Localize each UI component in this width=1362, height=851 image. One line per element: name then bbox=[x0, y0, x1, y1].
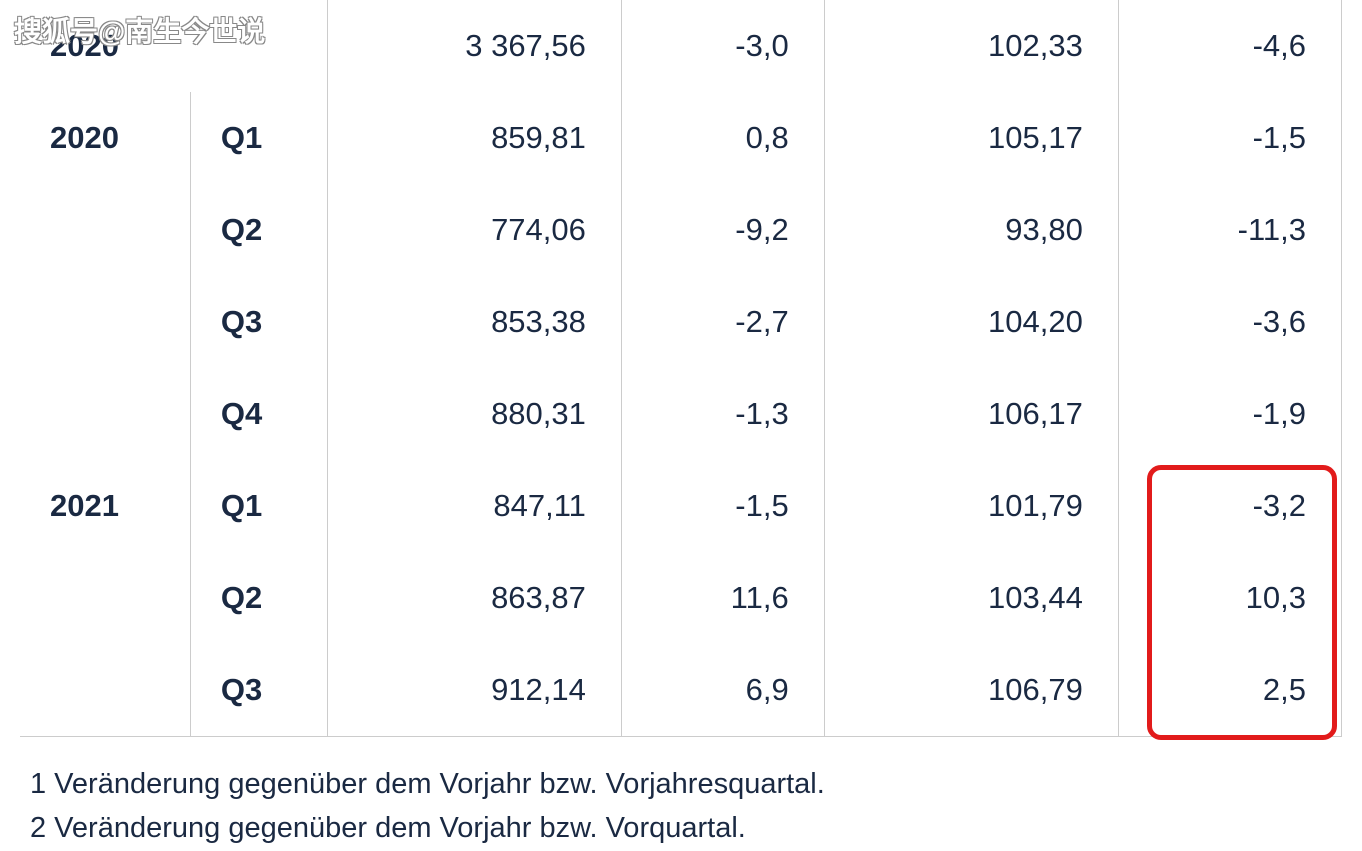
value-cell: -3,0 bbox=[621, 0, 824, 92]
table-row: Q3912,146,9106,792,5 bbox=[20, 644, 1342, 736]
watermark-text: 搜狐号@南生今世说 bbox=[14, 10, 265, 50]
table-row: Q4880,31-1,3106,17-1,9 bbox=[20, 368, 1342, 460]
year-cell bbox=[20, 368, 190, 460]
value-cell: 11,6 bbox=[621, 552, 824, 644]
quarter-cell: Q3 bbox=[190, 276, 327, 368]
year-cell bbox=[20, 276, 190, 368]
value-cell: 0,8 bbox=[621, 92, 824, 184]
value-cell: -11,3 bbox=[1118, 184, 1341, 276]
value-cell: 103,44 bbox=[824, 552, 1118, 644]
value-cell: -2,7 bbox=[621, 276, 824, 368]
value-cell: -9,2 bbox=[621, 184, 824, 276]
value-cell: 101,79 bbox=[824, 460, 1118, 552]
value-cell: 2,5 bbox=[1118, 644, 1341, 736]
data-table-container: 2020 3 367,56-3,0102,33-4,62020Q1859,810,… bbox=[0, 0, 1362, 737]
value-cell: 774,06 bbox=[327, 184, 621, 276]
year-cell: 2020 bbox=[20, 92, 190, 184]
table-row: Q2863,8711,6103,4410,3 bbox=[20, 552, 1342, 644]
footnote-1: 1 Veränderung gegenüber dem Vorjahr bzw.… bbox=[30, 762, 1342, 807]
value-cell: -1,3 bbox=[621, 368, 824, 460]
value-cell: -4,6 bbox=[1118, 0, 1341, 92]
quarter-cell: Q2 bbox=[190, 552, 327, 644]
year-cell bbox=[20, 184, 190, 276]
table-row: Q2774,06-9,293,80-11,3 bbox=[20, 184, 1342, 276]
value-cell: 104,20 bbox=[824, 276, 1118, 368]
quarter-cell: Q4 bbox=[190, 368, 327, 460]
value-cell: -1,9 bbox=[1118, 368, 1341, 460]
year-cell bbox=[20, 552, 190, 644]
quarter-cell: Q1 bbox=[190, 460, 327, 552]
table-row: Q3853,38-2,7104,20-3,6 bbox=[20, 276, 1342, 368]
table-row: 2020Q1859,810,8105,17-1,5 bbox=[20, 92, 1342, 184]
quarter-cell: Q2 bbox=[190, 184, 327, 276]
value-cell: 102,33 bbox=[824, 0, 1118, 92]
quarter-cell: Q1 bbox=[190, 92, 327, 184]
value-cell: -1,5 bbox=[1118, 92, 1341, 184]
value-cell: 3 367,56 bbox=[327, 0, 621, 92]
footnotes: 1 Veränderung gegenüber dem Vorjahr bzw.… bbox=[0, 737, 1362, 851]
value-cell: -1,5 bbox=[621, 460, 824, 552]
value-cell: 880,31 bbox=[327, 368, 621, 460]
value-cell: 859,81 bbox=[327, 92, 621, 184]
value-cell: 853,38 bbox=[327, 276, 621, 368]
year-cell: 2021 bbox=[20, 460, 190, 552]
value-cell: 863,87 bbox=[327, 552, 621, 644]
footnote-2: 2 Veränderung gegenüber dem Vorjahr bzw.… bbox=[30, 806, 1342, 851]
value-cell: 6,9 bbox=[621, 644, 824, 736]
table-row: 2021Q1847,11-1,5101,79-3,2 bbox=[20, 460, 1342, 552]
value-cell: 10,3 bbox=[1118, 552, 1341, 644]
value-cell: 106,17 bbox=[824, 368, 1118, 460]
value-cell: 93,80 bbox=[824, 184, 1118, 276]
quarter-cell: Q3 bbox=[190, 644, 327, 736]
value-cell: -3,2 bbox=[1118, 460, 1341, 552]
value-cell: 912,14 bbox=[327, 644, 621, 736]
data-table: 2020 3 367,56-3,0102,33-4,62020Q1859,810,… bbox=[20, 0, 1342, 737]
value-cell: 847,11 bbox=[327, 460, 621, 552]
value-cell: 106,79 bbox=[824, 644, 1118, 736]
value-cell: 105,17 bbox=[824, 92, 1118, 184]
value-cell: -3,6 bbox=[1118, 276, 1341, 368]
year-cell bbox=[20, 644, 190, 736]
